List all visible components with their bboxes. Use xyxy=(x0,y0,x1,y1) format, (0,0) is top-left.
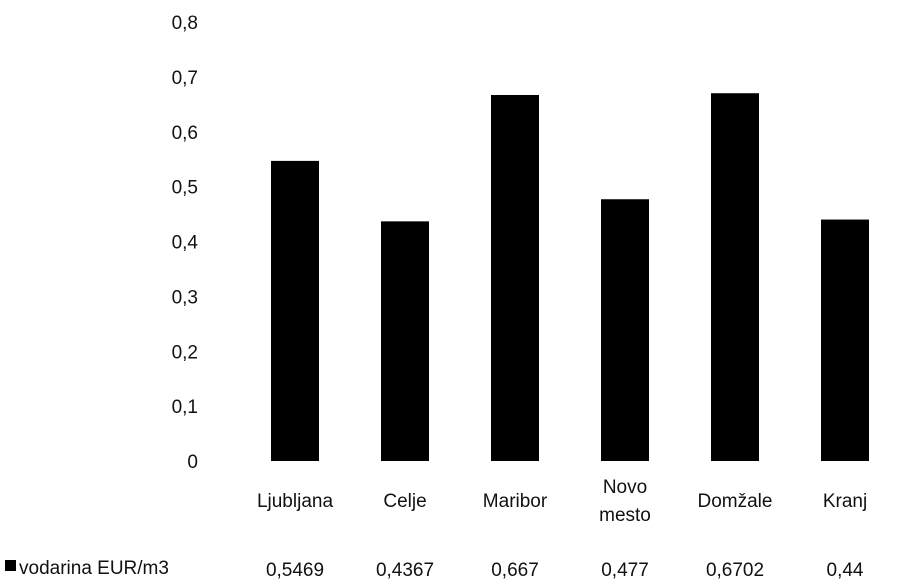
data-label: 0,667 xyxy=(491,560,539,581)
bars xyxy=(271,93,869,462)
data-label: 0,5469 xyxy=(266,560,324,581)
data-label: 0,477 xyxy=(601,560,649,581)
bar xyxy=(271,160,319,462)
bar xyxy=(821,219,869,461)
bar xyxy=(491,94,539,461)
y-tick-label: 0 xyxy=(187,452,198,473)
data-label: 0,6702 xyxy=(706,560,764,581)
y-tick-label: 0,4 xyxy=(172,233,199,254)
x-tick-label: Kranj xyxy=(823,491,867,512)
data-label: 0,4367 xyxy=(376,560,434,581)
y-tick-label: 0,6 xyxy=(172,123,198,144)
bar xyxy=(381,221,429,461)
y-axis: 0 0,1 0,2 0,3 0,4 0,5 0,6 0,7 0,8 xyxy=(172,13,199,473)
y-tick-label: 0,7 xyxy=(172,68,198,89)
x-tick-label: Domžale xyxy=(698,491,773,512)
x-tick-label: mesto xyxy=(599,505,651,526)
y-tick-label: 0,3 xyxy=(172,287,198,308)
y-tick-label: 0,5 xyxy=(172,178,198,199)
y-tick-label: 0,8 xyxy=(172,13,198,34)
x-tick-label: Maribor xyxy=(483,491,548,512)
data-label: 0,44 xyxy=(827,560,864,581)
x-axis: Ljubljana Celje Maribor Novo mesto Domžale Kra… xyxy=(257,477,867,526)
y-tick-label: 0,2 xyxy=(172,342,198,363)
y-tick-label: 0,1 xyxy=(172,397,198,418)
data-table: vodarina EUR/m3 0,5469 0,4367 0,667 0,477 0,6… xyxy=(5,558,864,581)
x-tick-label: Ljubljana xyxy=(257,491,333,512)
legend-key xyxy=(5,560,16,571)
x-tick-label: Celje xyxy=(383,491,426,512)
legend-label: vodarina EUR/m3 xyxy=(19,558,169,579)
bar xyxy=(711,93,759,461)
bar xyxy=(601,199,649,461)
x-tick-label: Novo xyxy=(603,477,647,498)
